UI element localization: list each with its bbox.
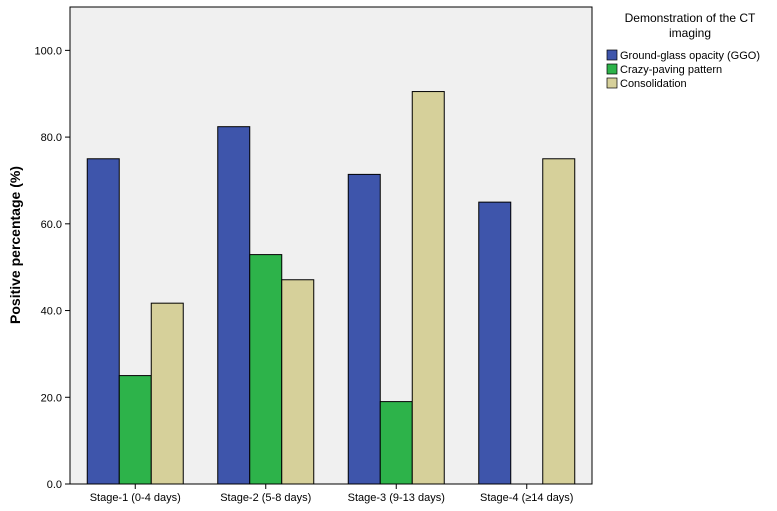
y-tick-label: 20.0 — [41, 392, 62, 404]
bar-1-4 — [478, 201, 512, 485]
y-tick-label: 0.0 — [47, 479, 62, 491]
bar-1-2 — [217, 126, 251, 485]
legend-label: Consolidation — [620, 78, 687, 90]
x-axis-ticks: Stage-1 (0-4 days) Stage-2 (5-8 days) Stag… — [90, 484, 573, 504]
x-tick-label: Stage-1 (0-4 days) — [90, 492, 181, 504]
x-tick-label: Stage-3 (9-13 days) — [348, 492, 445, 504]
legend-swatch — [606, 77, 618, 89]
legend-label: Ground-glass opacity (GGO) — [620, 50, 760, 62]
bar-3-3 — [411, 91, 445, 485]
legend: Demonstration of the CT imaging Ground-gl… — [606, 11, 760, 90]
legend-swatch — [606, 63, 618, 75]
y-tick-label: 100.0 — [34, 45, 62, 57]
bars-group — [86, 91, 576, 485]
bar-3-2 — [281, 279, 315, 485]
x-tick-label: Stage-2 (5-8 days) — [220, 492, 311, 504]
y-tick-label: 40.0 — [41, 306, 62, 318]
legend-label: Crazy-paving pattern — [620, 64, 722, 76]
bar-2-3 — [379, 401, 413, 485]
y-tick-label: 80.0 — [41, 132, 62, 144]
y-axis-ticks: 0.0 20.0 40.0 60.0 80.0 100.0 — [34, 45, 70, 491]
legend-title: Demonstration of the CT imaging — [625, 11, 756, 40]
bar-2-1 — [118, 375, 152, 485]
bar-3-1 — [150, 302, 184, 485]
legend-swatch — [606, 49, 618, 61]
x-tick-label: Stage-4 (≥14 days) — [480, 492, 573, 504]
bar-3-4 — [542, 158, 576, 485]
y-tick-label: 60.0 — [41, 219, 62, 231]
bar-2-2 — [249, 254, 283, 485]
bar-1-3 — [347, 173, 381, 485]
y-axis-title: Positive percentage (%) — [7, 166, 23, 324]
bar-1-1 — [86, 158, 120, 485]
